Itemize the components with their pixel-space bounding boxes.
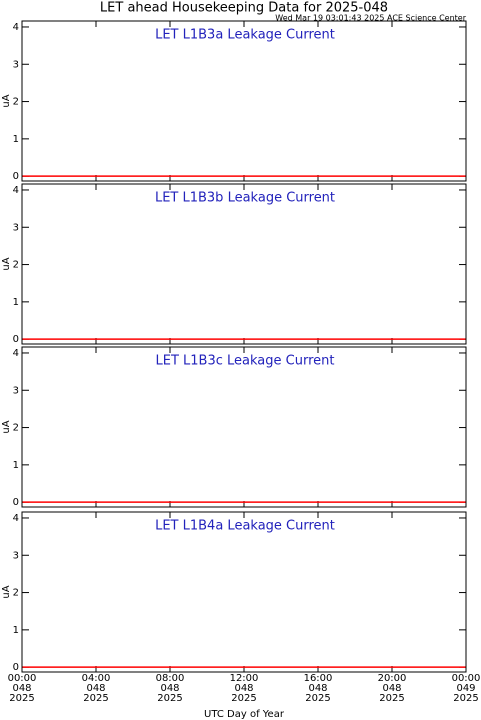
x-tick-label: 04:00: [82, 673, 111, 684]
y-tick-label: 1: [13, 625, 19, 636]
x-tick-label: 049: [456, 683, 475, 694]
x-tick-label: 048: [12, 683, 31, 694]
x-tick-label: 2025: [231, 693, 256, 704]
page-subtitle: Wed Mar 19 03:01:43 2025 ACE Science Cen…: [275, 14, 466, 23]
y-tick-label: 2: [13, 588, 19, 599]
y-tick-label: 0: [13, 497, 19, 508]
x-tick-label: 048: [382, 683, 401, 694]
y-tick-label: 1: [13, 134, 19, 145]
y-tick-label: 2: [13, 423, 19, 434]
y-tick-label: 3: [13, 59, 19, 70]
x-tick-label: 2025: [305, 693, 330, 704]
plot-frame: [21, 346, 467, 508]
y-tick-label: 0: [13, 334, 19, 345]
x-tick-label: 048: [308, 683, 327, 694]
y-axis-label: uA: [1, 257, 12, 270]
x-axis-label: UTC Day of Year: [204, 709, 285, 720]
page-title: LET ahead Housekeeping Data for 2025-048: [100, 1, 388, 16]
plot-frame: [21, 20, 467, 182]
y-tick-label: 1: [13, 460, 19, 471]
x-tick-label: 16:00: [304, 673, 333, 684]
y-tick-label: 4: [13, 185, 19, 196]
x-tick-label: 00:00: [452, 673, 481, 684]
x-tick-label: 12:00: [230, 673, 259, 684]
x-tick-label: 08:00: [156, 673, 185, 684]
x-tick-label: 2025: [157, 693, 182, 704]
plot-frame: [21, 183, 467, 345]
y-tick-label: 3: [13, 222, 19, 233]
y-tick-label: 0: [13, 662, 19, 673]
x-tick-label: 048: [234, 683, 253, 694]
x-tick-label: 20:00: [378, 673, 407, 684]
x-tick-label: 048: [160, 683, 179, 694]
panel-title: LET L1B3a Leakage Current: [155, 28, 335, 43]
x-tick-label: 00:00: [8, 673, 37, 684]
y-axis-label: uA: [1, 585, 12, 598]
y-tick-label: 0: [13, 171, 19, 182]
y-tick-label: 4: [13, 22, 19, 33]
y-tick-label: 1: [13, 297, 19, 308]
x-tick-label: 2025: [379, 693, 404, 704]
x-tick-label: 2025: [453, 693, 478, 704]
panel-title: LET L1B4a Leakage Current: [155, 519, 335, 534]
y-tick-label: 4: [13, 513, 19, 524]
x-tick-label: 2025: [83, 693, 108, 704]
y-tick-label: 3: [13, 550, 19, 561]
y-tick-label: 2: [13, 260, 19, 271]
y-tick-label: 2: [13, 97, 19, 108]
y-tick-label: 3: [13, 385, 19, 396]
panel-title: LET L1B3b Leakage Current: [155, 191, 335, 206]
y-axis-label: uA: [1, 94, 12, 107]
plot-frame: [21, 511, 467, 673]
panel-title: LET L1B3c Leakage Current: [156, 354, 335, 369]
x-tick-label: 048: [86, 683, 105, 694]
y-axis-label: uA: [1, 420, 12, 433]
y-tick-label: 4: [13, 348, 19, 359]
x-tick-label: 2025: [9, 693, 34, 704]
